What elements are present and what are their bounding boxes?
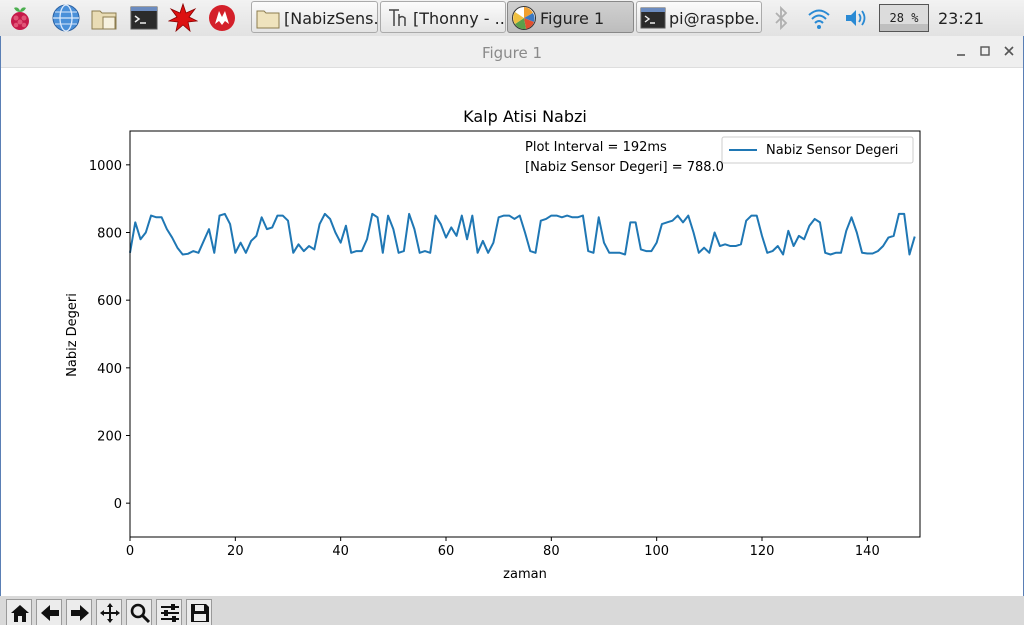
task-file-manager[interactable]: [NabizSens... [251, 1, 378, 33]
maximize-icon[interactable] [977, 43, 993, 59]
forward-arrow-icon [71, 605, 89, 621]
pan-icon [100, 603, 120, 623]
x-tick-label: 80 [543, 544, 560, 559]
task-thonny[interactable]: [Thonny - ... [380, 1, 506, 33]
back-arrow-icon [41, 605, 59, 621]
terminal-icon[interactable] [129, 3, 159, 33]
sensor-value-annotation: [Nabiz Sensor Degeri] = 788.0 [525, 160, 724, 175]
y-tick-label: 600 [97, 294, 122, 309]
chart-canvas: Kalp Atisi Nabzi 0 20 40 60 80 100 120 140 0 200 4… [65, 107, 921, 582]
cpu-usage-bar [880, 23, 928, 31]
web-browser-icon[interactable] [51, 3, 81, 33]
task-figure-1[interactable]: Figure 1 [507, 1, 634, 33]
mathematica-icon[interactable] [168, 3, 198, 33]
taskbar: [NabizSens... [Thonny - ... Figure 1 pi@… [0, 0, 1024, 37]
folder-icon [256, 10, 280, 29]
plot-area: 0 20 40 60 80 100 120 140 0 200 400 600 800 1000 [89, 130, 921, 559]
window-title: Figure 1 [481, 44, 543, 62]
chart-title: Kalp Atisi Nabzi [463, 107, 587, 126]
back-button[interactable] [36, 599, 62, 625]
window-titlebar[interactable]: Figure 1 [1, 36, 1023, 68]
cpu-usage-monitor[interactable]: 28 % [879, 4, 929, 32]
bluetooth-icon[interactable] [768, 5, 794, 31]
task-label: [Thonny - ... [413, 9, 506, 28]
x-tick-label: 120 [750, 544, 775, 559]
y-tick-label: 800 [97, 227, 122, 242]
home-icon [11, 605, 29, 622]
pan-button[interactable] [96, 599, 122, 625]
task-terminal[interactable]: pi@raspbe... [636, 1, 762, 33]
save-button[interactable] [186, 599, 212, 625]
matplotlib-icon [512, 6, 536, 30]
close-icon[interactable] [1001, 43, 1017, 59]
y-tick-label: 200 [97, 430, 122, 445]
x-tick-label: 100 [644, 544, 669, 559]
terminal-icon [640, 7, 666, 29]
x-tick-label: 140 [855, 544, 880, 559]
legend-label: Nabiz Sensor Degeri [766, 143, 898, 158]
y-tick-label: 0 [114, 497, 122, 512]
cpu-usage-text: 28 % [889, 11, 919, 25]
zoom-button[interactable] [126, 599, 152, 625]
raspberry-menu-icon[interactable] [5, 3, 35, 33]
volume-icon[interactable] [843, 5, 869, 31]
task-label: pi@raspbe... [669, 9, 762, 28]
wolfram-icon[interactable] [207, 3, 237, 33]
thonny-icon [389, 9, 406, 26]
file-manager-icon[interactable] [89, 3, 119, 33]
save-icon [191, 604, 209, 622]
clock[interactable]: 23:21 [938, 9, 985, 28]
y-tick-label: 400 [97, 362, 122, 377]
plot-interval-annotation: Plot Interval = 192ms [525, 140, 667, 155]
home-button[interactable] [6, 599, 32, 625]
legend-box [721, 136, 914, 164]
minimize-icon[interactable] [953, 43, 969, 59]
x-tick-label: 60 [438, 544, 455, 559]
axes-frame [129, 130, 921, 538]
series-line [129, 212, 916, 256]
task-label: Figure 1 [540, 9, 605, 28]
y-tick-label: 1000 [89, 159, 122, 174]
subplots-config-button[interactable] [156, 599, 182, 625]
figure-window: Figure 1 [0, 36, 1024, 625]
task-label: [NabizSens... [284, 9, 378, 28]
navigation-toolbar [0, 596, 1024, 625]
chart-legend: Nabiz Sensor Degeri [721, 136, 914, 164]
x-tick-label: 40 [332, 544, 349, 559]
x-tick-label: 20 [227, 544, 244, 559]
subplots-config-icon [161, 604, 179, 622]
y-axis-label: Nabiz Degeri [65, 293, 80, 377]
wifi-icon[interactable] [806, 5, 832, 31]
zoom-icon [130, 603, 151, 624]
forward-button[interactable] [66, 599, 92, 625]
x-tick-label: 0 [126, 544, 134, 559]
x-axis-label: zaman [503, 567, 547, 582]
